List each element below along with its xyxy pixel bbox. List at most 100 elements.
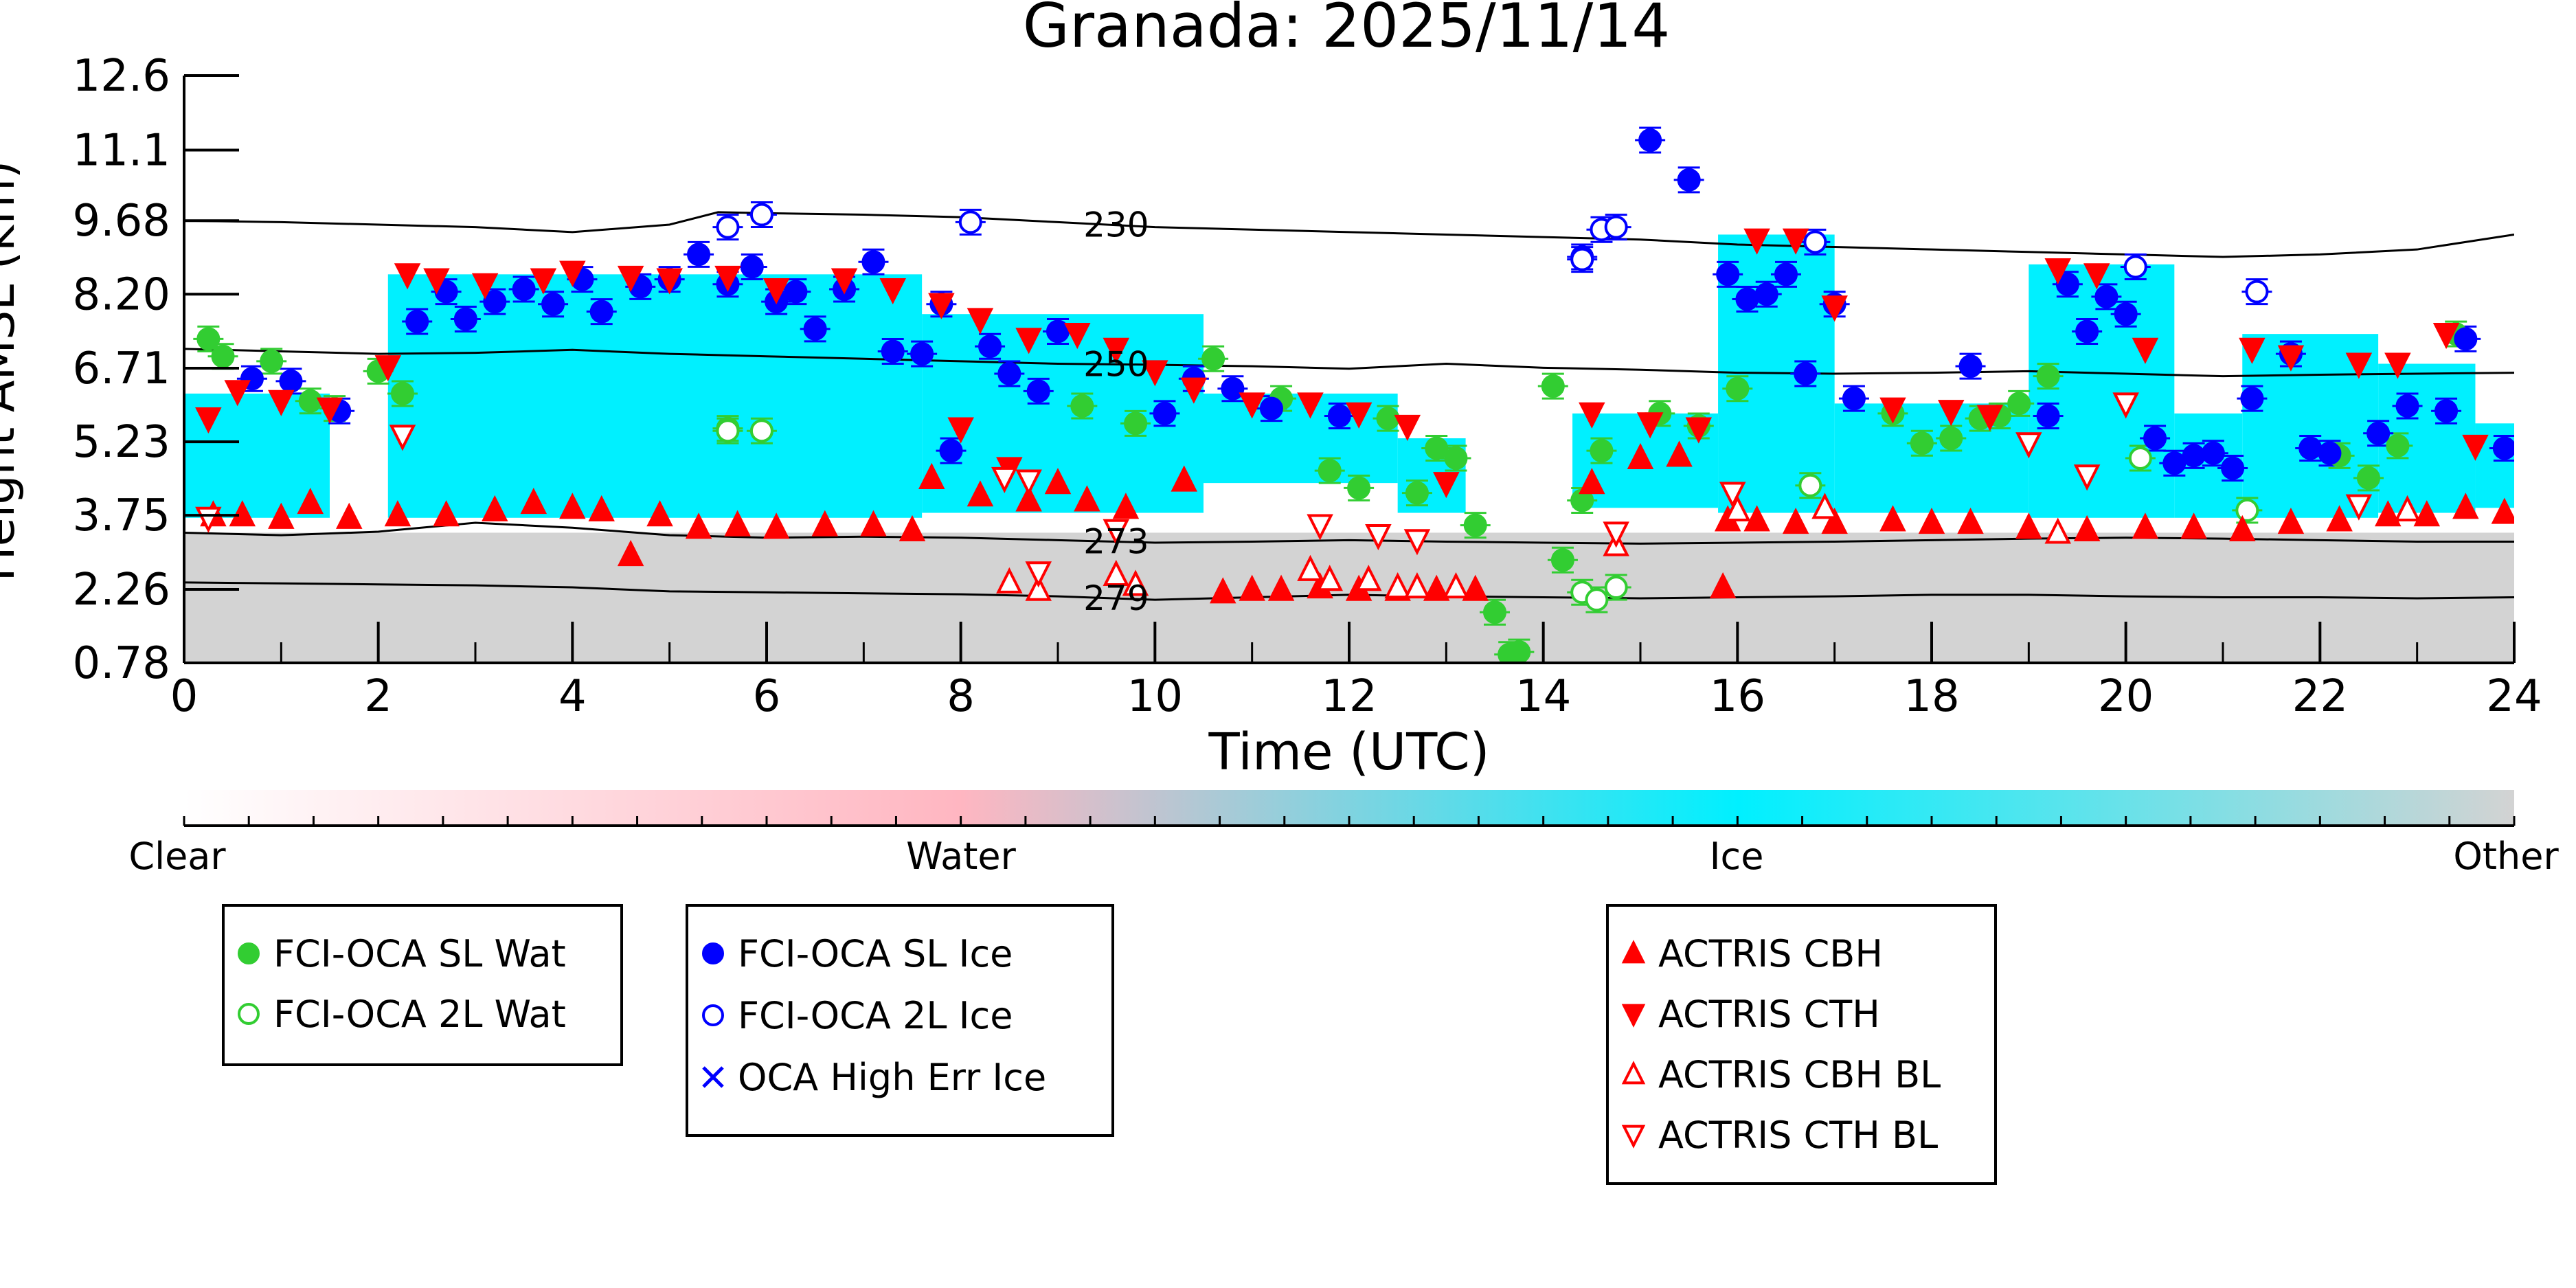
- point-actris-cbh: [384, 500, 411, 527]
- point-actris-cbh-bl: [1355, 565, 1382, 591]
- point-fci-oca-sl-ice: [2366, 421, 2391, 445]
- point-actris-cbh: [2413, 500, 2441, 527]
- point-actris-cbh-bl: [1811, 493, 1838, 519]
- point-fci-oca-sl-wat: [1910, 431, 1934, 455]
- point-fci-oca-sl-ice: [910, 342, 934, 366]
- point-actris-cbh: [1267, 574, 1295, 601]
- point-fci-oca-sl-ice: [279, 369, 303, 393]
- x-tick-label: 6: [753, 671, 781, 722]
- point-fci-oca-sl-ice: [2492, 436, 2514, 460]
- point-actris-cth: [268, 389, 295, 416]
- point-fci-oca-sl-wat: [1939, 427, 1963, 451]
- x-tick-label: 16: [1710, 671, 1765, 722]
- point-actris-cbh: [588, 495, 615, 522]
- point-fci-oca-2l-ice: [1803, 230, 1827, 254]
- y-tick-label: 12.6: [73, 51, 171, 102]
- point-actris-cbh-bl: [1384, 572, 1411, 599]
- point-actris-cbh: [268, 502, 295, 529]
- point-actris-cbh: [685, 512, 712, 539]
- point-actris-cth: [967, 308, 994, 335]
- point-fci-oca-2l-wat: [749, 419, 773, 443]
- point-fci-oca-sl-ice: [1259, 396, 1283, 420]
- point-fci-oca-sl-wat: [298, 389, 322, 413]
- x-tick-label: 2: [364, 671, 392, 722]
- legend-box-actris: ACTRIS CBH ACTRIS CTH ACTRIS CBH BL ACTRIS …: [1606, 904, 1997, 1185]
- point-actris-cbh-bl: [2044, 517, 2071, 544]
- legend-marker-fci-oca-sl-wat: [238, 942, 260, 964]
- point-actris-cth: [1743, 228, 1770, 255]
- point-fci-oca-sl-wat: [1124, 411, 1148, 436]
- legend-marker-actris-cth-bl: [1621, 1125, 1646, 1149]
- y-tick-label: 5.23: [73, 417, 171, 468]
- point-fci-oca-sl-wat: [211, 344, 235, 368]
- point-fci-oca-sl-wat: [1376, 407, 1400, 431]
- point-fci-oca-sl-wat: [1550, 548, 1574, 572]
- point-actris-cth: [2132, 337, 2159, 364]
- point-actris-cth: [947, 417, 974, 444]
- point-actris-cth: [879, 278, 906, 305]
- point-fci-oca-2l-ice: [1604, 215, 1628, 239]
- legend-marker-oca-high-err-ice: [702, 1066, 724, 1088]
- x-tick-label: 22: [2292, 671, 2348, 722]
- point-actris-cth: [1180, 377, 1208, 404]
- point-fci-oca-2l-wat: [1604, 576, 1628, 600]
- point-actris-cth: [831, 268, 858, 295]
- colorbar-label-other: Other: [2453, 835, 2559, 878]
- point-fci-oca-sl-ice: [1046, 319, 1070, 343]
- point-actris-cth: [195, 407, 222, 434]
- point-actris-cbh: [433, 500, 460, 527]
- point-actris-cbh: [520, 488, 547, 515]
- y-tick-label: 6.71: [73, 343, 171, 394]
- point-fci-oca-sl-ice: [1842, 387, 1866, 411]
- point-fci-oca-sl-ice: [2182, 444, 2206, 468]
- point-actris-cth-bl: [1603, 521, 1629, 548]
- point-fci-oca-sl-ice: [1221, 376, 1245, 400]
- point-actris-cth: [2044, 258, 2071, 285]
- x-tick-label: 18: [1903, 671, 1959, 722]
- y-tick-label: 0.78: [73, 638, 171, 689]
- point-actris-cth: [928, 293, 955, 319]
- y-axis-ticks: 0.78 2.26 3.75 5.23 6.71 8.20 9.68 11.1 12.6: [73, 51, 239, 689]
- point-fci-oca-sl-ice: [2240, 387, 2264, 411]
- point-fci-oca-sl-wat: [1590, 439, 1614, 463]
- point-actris-cth: [1394, 414, 1421, 441]
- point-actris-cth: [2384, 352, 2411, 379]
- point-fci-oca-sl-ice: [2221, 456, 2245, 480]
- point-fci-oca-sl-ice: [589, 300, 613, 324]
- point-actris-cbh: [2326, 505, 2353, 532]
- point-fci-oca-sl-ice: [2454, 327, 2478, 351]
- point-actris-cbh: [1957, 507, 1984, 534]
- point-actris-cbh: [1821, 507, 1848, 534]
- point-actris-cbh-bl: [1025, 574, 1052, 601]
- point-actris-cbh: [1462, 574, 1489, 601]
- point-actris-cth-bl: [1365, 524, 1392, 551]
- point-actris-cth: [1345, 402, 1372, 429]
- point-actris-cbh: [2375, 500, 2402, 527]
- point-fci-oca-2l-wat: [2235, 498, 2259, 522]
- point-actris-cbh: [1044, 468, 1072, 495]
- legend-label: FCI-OCA 2L Wat: [273, 993, 566, 1036]
- point-actris-cth: [2462, 434, 2489, 461]
- point-actris-cth-bl: [2112, 392, 2139, 419]
- legend-box-water: FCI-OCA SL Wat FCI-OCA 2L Wat: [222, 904, 623, 1066]
- x-tick-label: 10: [1127, 671, 1183, 722]
- point-fci-oca-sl-wat: [391, 381, 414, 405]
- legend-label: ACTRIS CTH: [1658, 993, 1880, 1036]
- point-fci-oca-2l-wat: [1798, 473, 1822, 497]
- y-tick-label: 2.26: [73, 565, 171, 615]
- point-actris-cth-bl: [1403, 529, 1431, 556]
- point-actris-cth: [374, 355, 402, 382]
- contour-250: [184, 348, 2514, 378]
- point-actris-cth: [1142, 360, 1168, 387]
- point-fci-oca-sl-wat: [1318, 459, 1342, 483]
- point-actris-cth: [2083, 263, 2110, 290]
- colorbar: Clear Water Ice Other: [128, 790, 2559, 878]
- point-fci-oca-sl-ice: [1754, 282, 1778, 306]
- x-tick-label: 24: [2486, 671, 2542, 722]
- point-actris-cth: [1433, 472, 1460, 499]
- legend-label: ACTRIS CTH BL: [1658, 1114, 1938, 1157]
- point-actris-cth-bl: [1307, 514, 1333, 541]
- x-tick-label: 20: [2098, 671, 2154, 722]
- point-fci-oca-sl-ice: [978, 335, 1002, 359]
- point-actris-cth: [1782, 228, 1809, 255]
